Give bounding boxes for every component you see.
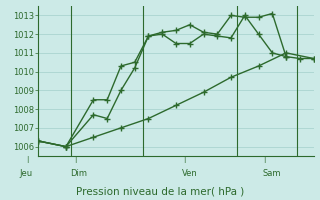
Text: Dim: Dim xyxy=(70,168,87,178)
Text: Sam: Sam xyxy=(262,168,281,178)
Text: |: | xyxy=(26,156,28,163)
Text: |: | xyxy=(183,156,185,163)
Text: Jeu: Jeu xyxy=(19,168,32,178)
Text: |: | xyxy=(74,156,76,163)
Text: Ven: Ven xyxy=(182,168,198,178)
Text: Pression niveau de la mer( hPa ): Pression niveau de la mer( hPa ) xyxy=(76,186,244,196)
Text: |: | xyxy=(263,156,265,163)
